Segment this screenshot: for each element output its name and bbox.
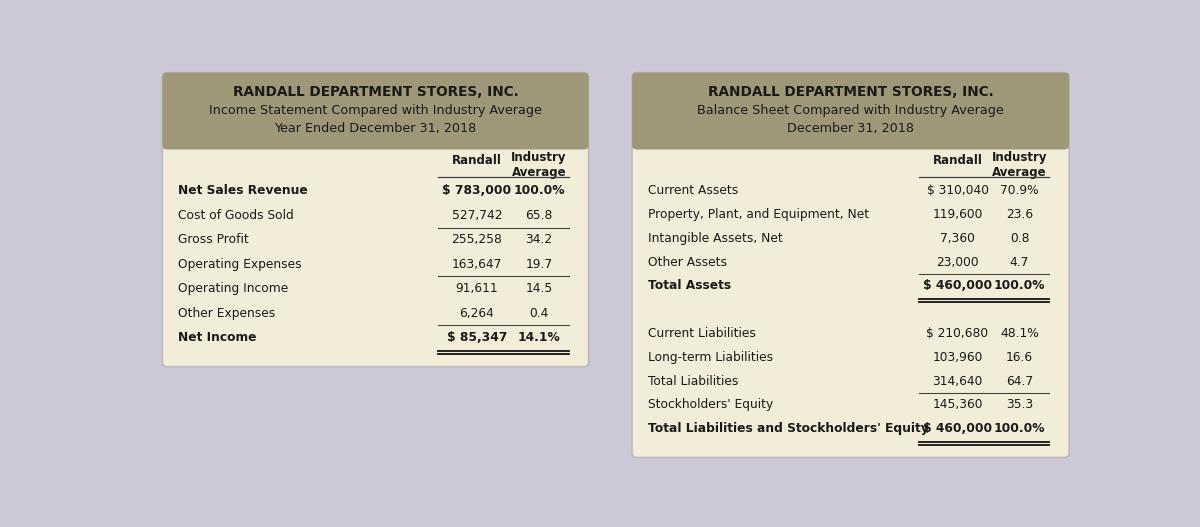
Text: Randall: Randall (452, 154, 502, 167)
Text: 314,640: 314,640 (932, 375, 983, 387)
Bar (167, 135, 584, 147)
Text: 103,960: 103,960 (932, 351, 983, 364)
FancyBboxPatch shape (632, 73, 1069, 457)
Text: Operating Income: Operating Income (178, 282, 288, 295)
Text: 23,000: 23,000 (936, 256, 979, 269)
Text: 6,264: 6,264 (460, 307, 494, 319)
Text: Gross Profit: Gross Profit (178, 233, 248, 246)
Text: Other Assets: Other Assets (648, 256, 726, 269)
Text: 255,258: 255,258 (451, 233, 503, 246)
Text: Balance Sheet Compared with Industry Average: Balance Sheet Compared with Industry Ave… (697, 104, 1004, 118)
Text: Stockholders' Equity: Stockholders' Equity (648, 398, 773, 412)
Text: 19.7: 19.7 (526, 258, 553, 271)
Text: 163,647: 163,647 (452, 258, 503, 271)
Text: RANDALL DEPARTMENT STORES, INC.: RANDALL DEPARTMENT STORES, INC. (708, 85, 994, 100)
Text: 34.2: 34.2 (526, 233, 553, 246)
Text: 7,360: 7,360 (940, 232, 974, 245)
Text: 4.7: 4.7 (1010, 256, 1030, 269)
Text: December 31, 2018: December 31, 2018 (787, 122, 914, 135)
Text: Total Liabilities: Total Liabilities (648, 375, 738, 387)
Text: 100.0%: 100.0% (994, 422, 1045, 435)
Text: 35.3: 35.3 (1006, 398, 1033, 412)
Text: 48.1%: 48.1% (1000, 327, 1039, 340)
Text: $ 310,040: $ 310,040 (926, 184, 989, 197)
FancyBboxPatch shape (162, 73, 589, 150)
Text: 100.0%: 100.0% (994, 279, 1045, 292)
Text: RANDALL DEPARTMENT STORES, INC.: RANDALL DEPARTMENT STORES, INC. (233, 85, 518, 100)
Text: Cost of Goods Sold: Cost of Goods Sold (178, 209, 294, 222)
Text: 91,611: 91,611 (456, 282, 498, 295)
FancyBboxPatch shape (632, 73, 1069, 150)
Text: 65.8: 65.8 (526, 209, 553, 222)
Text: 100.0%: 100.0% (514, 184, 565, 198)
Text: $ 460,000: $ 460,000 (923, 279, 992, 292)
Text: Net Sales Revenue: Net Sales Revenue (178, 184, 307, 198)
Text: Intangible Assets, Net: Intangible Assets, Net (648, 232, 782, 245)
Text: 70.9%: 70.9% (1001, 184, 1039, 197)
Text: 14.5: 14.5 (526, 282, 553, 295)
Text: Long-term Liabilities: Long-term Liabilities (648, 351, 773, 364)
Text: Industry
Average: Industry Average (992, 151, 1048, 179)
Text: Industry
Average: Industry Average (511, 151, 566, 179)
Text: $ 460,000: $ 460,000 (923, 422, 992, 435)
Text: 14.1%: 14.1% (517, 331, 560, 344)
Text: Total Liabilities and Stockholders' Equity: Total Liabilities and Stockholders' Equi… (648, 422, 929, 435)
Text: $ 210,680: $ 210,680 (926, 327, 989, 340)
Text: Operating Expenses: Operating Expenses (178, 258, 301, 271)
FancyBboxPatch shape (162, 73, 589, 367)
Text: Net Income: Net Income (178, 331, 257, 344)
Text: $ 783,000: $ 783,000 (443, 184, 511, 198)
Text: Year Ended December 31, 2018: Year Ended December 31, 2018 (275, 122, 476, 135)
Text: Income Statement Compared with Industry Average: Income Statement Compared with Industry … (209, 104, 542, 118)
Text: Total Assets: Total Assets (648, 279, 731, 292)
Text: 16.6: 16.6 (1006, 351, 1033, 364)
Text: 23.6: 23.6 (1006, 208, 1033, 221)
Text: 527,742: 527,742 (452, 209, 503, 222)
Text: Current Liabilities: Current Liabilities (648, 327, 756, 340)
Text: Randall: Randall (932, 154, 983, 167)
Bar (637, 135, 1064, 147)
Text: $ 85,347: $ 85,347 (446, 331, 508, 344)
Text: 119,600: 119,600 (932, 208, 983, 221)
Text: Property, Plant, and Equipment, Net: Property, Plant, and Equipment, Net (648, 208, 869, 221)
Text: Other Expenses: Other Expenses (178, 307, 275, 319)
Text: 64.7: 64.7 (1006, 375, 1033, 387)
Text: 0.8: 0.8 (1010, 232, 1030, 245)
Text: 0.4: 0.4 (529, 307, 548, 319)
Text: 145,360: 145,360 (932, 398, 983, 412)
Text: Current Assets: Current Assets (648, 184, 738, 197)
